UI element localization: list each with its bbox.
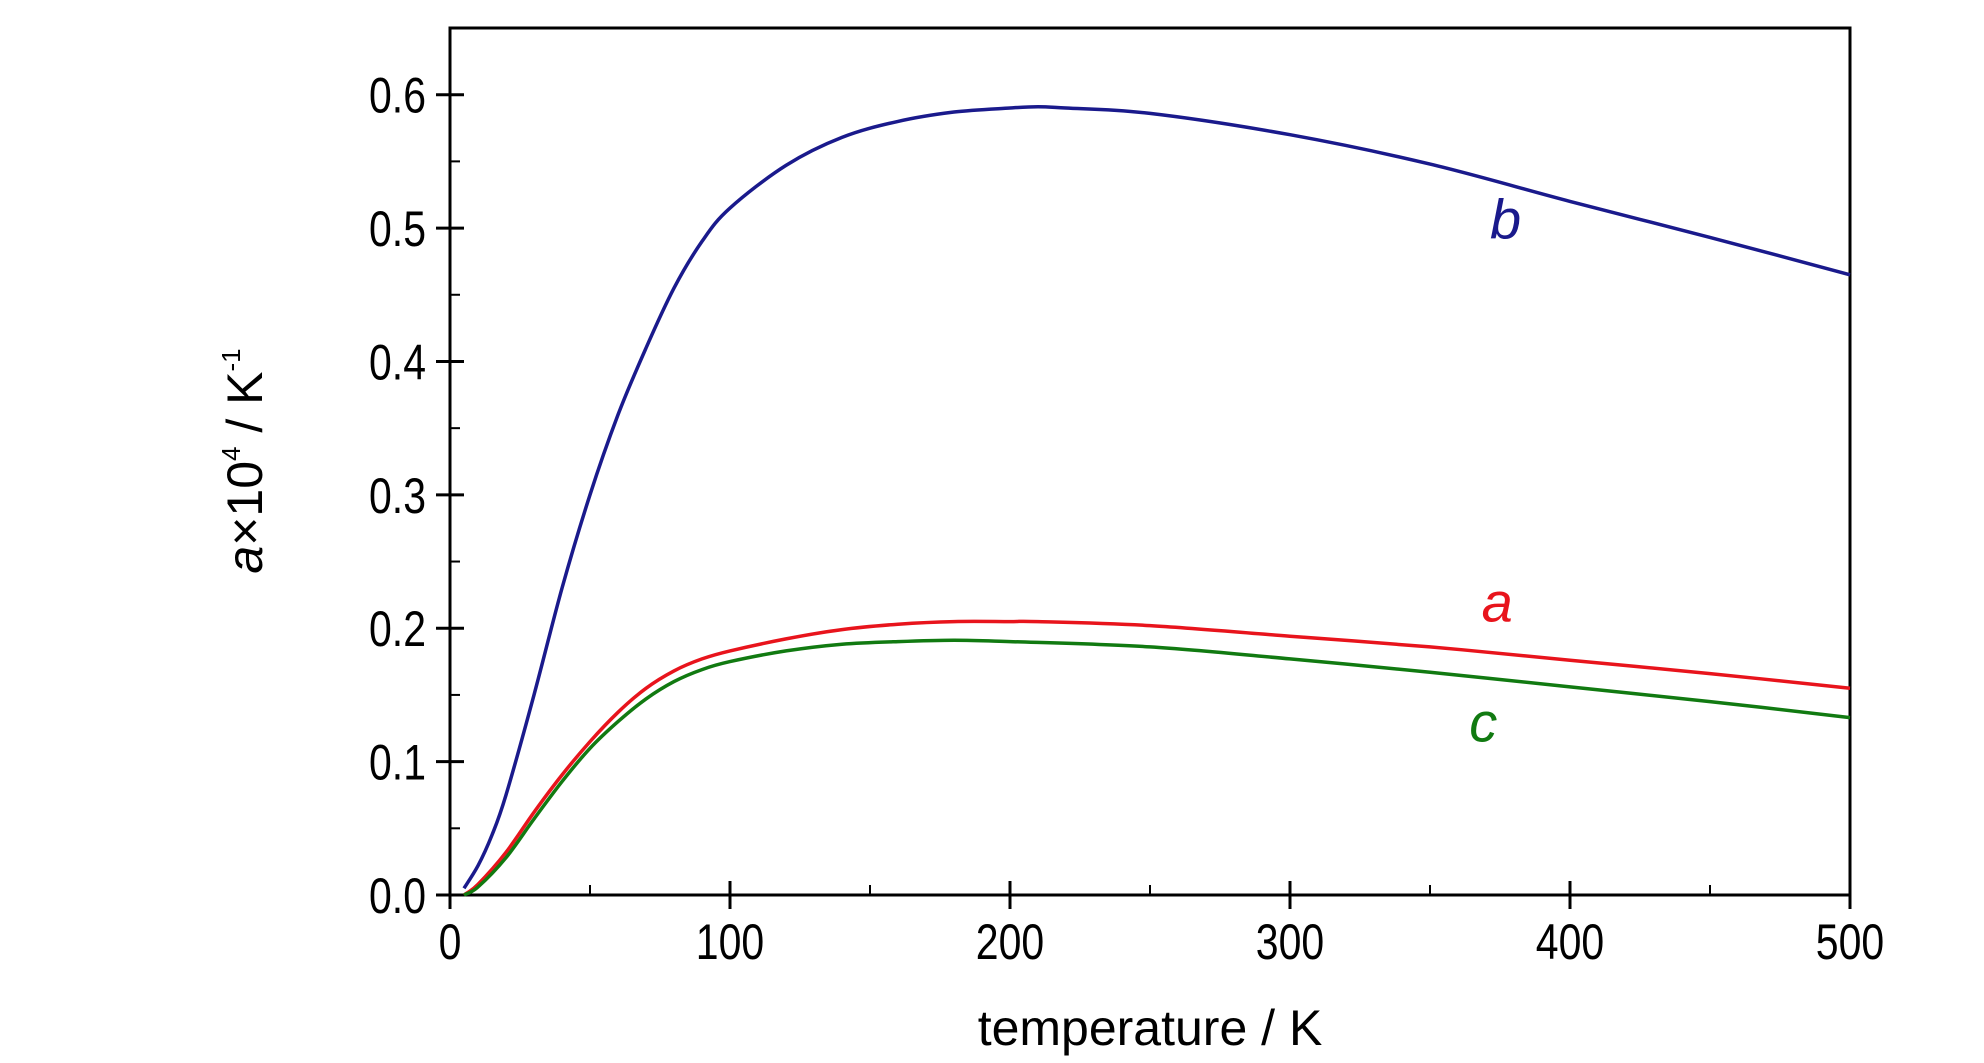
series-line-c: [464, 640, 1850, 895]
plot-frame: [450, 28, 1850, 895]
y-axis-symbol: a: [217, 546, 273, 574]
thermal-expansion-chart: 0.0 0.1 0.2 0.3 0.4 0.5 0.6 0 100 200 300 400 500 a…: [0, 0, 1984, 1063]
y-axis-base: 10: [217, 461, 273, 517]
x-axis-title: temperature / K: [978, 1000, 1323, 1056]
series-line-a: [464, 621, 1850, 895]
series-label-a: a: [1482, 571, 1513, 634]
y-axis-unit: / K: [217, 371, 273, 446]
series-label-b: b: [1490, 188, 1521, 251]
series-line-b: [464, 107, 1850, 889]
x-tick-label: 500: [1816, 914, 1884, 970]
y-tick-label: 0.1: [369, 735, 426, 791]
y-axis-exponent: 4: [216, 447, 246, 461]
y-tick-label: 0.2: [369, 601, 426, 657]
y-tick-label: 0.6: [369, 68, 426, 124]
x-tick-label: 300: [1256, 914, 1324, 970]
series-label-c: c: [1469, 691, 1497, 754]
x-tick-label: 400: [1536, 914, 1604, 970]
y-axis-unit-exponent: -1: [216, 348, 246, 371]
y-tick-label: 0.0: [369, 868, 426, 924]
y-tick-label: 0.4: [369, 335, 426, 391]
x-tick-label: 0: [439, 914, 462, 970]
x-tick-label: 100: [696, 914, 764, 970]
x-tick-label: 200: [976, 914, 1044, 970]
y-axis-times: ×: [217, 517, 273, 546]
y-axis-title: a×104 / K-1: [216, 348, 273, 573]
series-layer: a b c: [464, 107, 1850, 895]
y-tick-label: 0.3: [369, 468, 426, 524]
minor-ticks: [450, 28, 1710, 895]
y-tick-label: 0.5: [369, 201, 426, 257]
